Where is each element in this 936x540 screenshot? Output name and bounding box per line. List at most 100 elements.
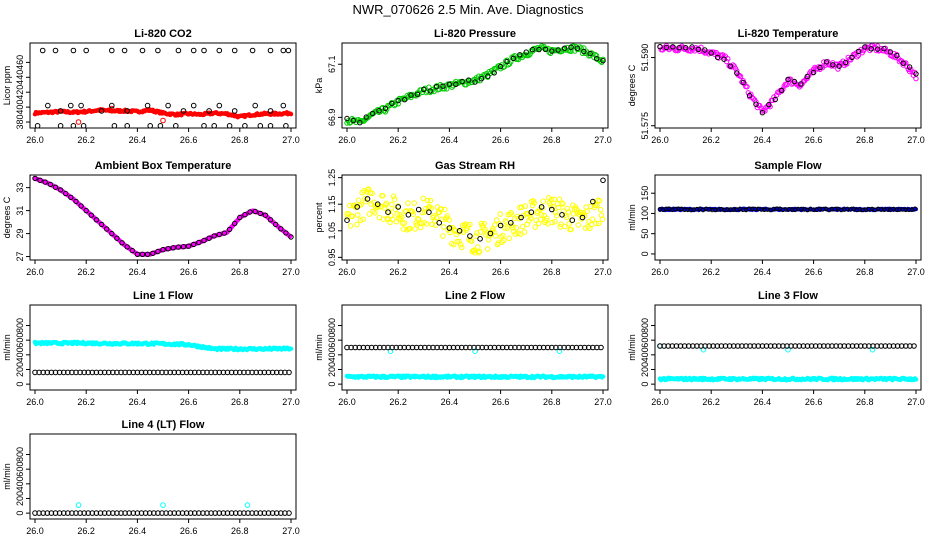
data-layer [344,43,606,126]
y-tick-label: 400 [15,100,25,115]
data-point [598,212,605,219]
data-point [906,64,913,70]
data-point [549,48,555,54]
data-point [766,101,772,108]
data-point [737,206,743,212]
data-point [252,208,258,215]
data-point [52,47,59,54]
data-point [163,369,169,376]
x-tick-label: 26.8 [231,526,249,536]
data-point [473,233,479,239]
data-layer [32,47,294,128]
data-point [282,510,288,516]
data-point [269,369,276,376]
data-point [739,343,745,349]
data-point [759,207,764,212]
data-point [469,79,476,86]
data-point [278,226,284,232]
panel-title: Li-820 Pressure [434,28,516,40]
data-point [912,206,918,212]
data-point [78,102,84,109]
data-point [401,220,408,226]
data-point [578,45,584,51]
x-tick-label: 27.0 [282,267,300,277]
x-tick-label: 26.8 [543,267,561,277]
data-point [267,217,274,223]
data-point [898,343,905,349]
y-tick-label: 380 [15,115,25,130]
data-point [237,510,243,516]
panel-line3: Line 3 Flow ml/min 26.0 26.2 26.4 26.6 26.8 27.… [627,290,925,407]
data-point [823,59,830,65]
data-point [868,46,874,52]
data-point [142,369,149,376]
data-point [677,343,684,349]
data-point [848,207,853,212]
data-point [573,344,580,351]
data-point [385,209,391,215]
panel-line1: Line 1 Flow ml/min 26.0 26.2 26.4 26.6 26.8 27.… [2,290,300,407]
data-point [357,120,363,126]
data-point [40,510,47,516]
data-point [93,217,100,223]
data-point [855,48,862,55]
data-point [201,123,207,128]
data-point [134,251,141,258]
data-point [477,236,483,242]
data-point [180,108,187,114]
data-point [561,45,568,51]
data-point [759,110,766,116]
data-point [913,75,919,82]
data-point [555,47,561,53]
x-tick-label: 27.0 [282,135,300,145]
plot-frame [29,174,297,261]
data-point [904,63,910,70]
data-point [242,123,248,128]
data-point [42,179,48,185]
data-point [844,61,850,67]
data-point [426,209,432,215]
data-point [565,344,572,351]
data-point [663,44,670,51]
data-point [39,47,46,54]
data-point [744,84,750,90]
data-point [357,217,364,224]
data-point [730,62,736,68]
data-point [81,510,87,516]
data-point [183,510,190,516]
data-point [438,344,445,351]
x-tick-label: 26.0 [651,397,669,407]
data-point [163,510,169,516]
y-tick-label: 0 [15,511,25,516]
data-point [512,231,519,237]
x-tick-label: 27.0 [594,267,612,277]
data-point [531,200,538,206]
data-point [682,45,689,51]
data-point [527,212,533,219]
panel-title: Line 3 Flow [758,290,818,302]
y-tick-label: 31 [15,206,25,216]
data-point [160,117,166,124]
data-point [111,123,118,128]
data-point [878,343,885,349]
data-point [714,54,721,61]
data-point [421,86,427,93]
data-point [903,207,909,213]
y-tick-label: 420 [15,85,25,100]
data-point [81,369,87,376]
data-point [368,344,375,351]
data-point [551,196,557,203]
data-point [196,510,202,516]
y-tick-label: 50 [640,229,650,239]
data-point [553,344,559,351]
data-point [481,220,487,227]
data-point [791,78,798,85]
data-point [461,222,468,228]
data-point [68,194,74,201]
x-tick-label: 26.6 [805,397,823,407]
data-point [121,47,128,54]
x-tick-label: 26.0 [338,267,356,277]
data-point [722,343,729,349]
data-point [150,250,156,257]
data-point [180,244,187,250]
